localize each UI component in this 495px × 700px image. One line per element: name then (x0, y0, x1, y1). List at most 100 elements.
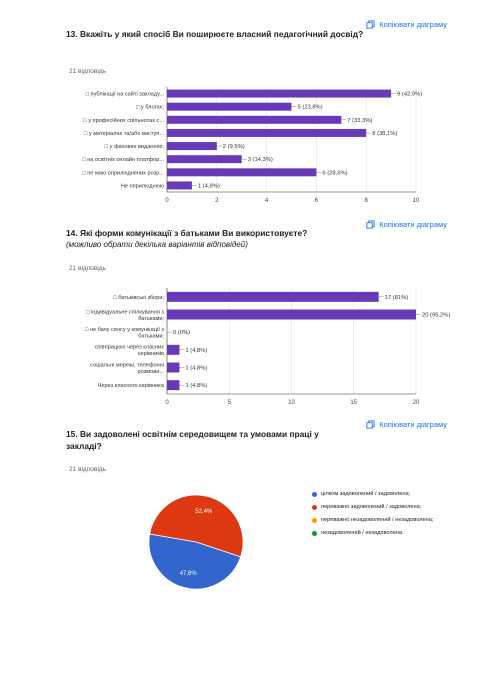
bar (167, 128, 367, 137)
value-label: 8 (38,1%) (372, 131, 397, 137)
category-label-line: □ індивідуальне спілкування з (86, 309, 164, 315)
x-tick-label: 5 (228, 400, 232, 406)
category-label: □ у матеріалах та/або виступ... (84, 131, 165, 137)
category-label-line: □ у матеріалах та/або виступ... (84, 131, 165, 137)
category-label-line: співпрацюю через класних (95, 345, 165, 351)
bar (167, 309, 416, 320)
legend-item: цілком задоволений / задоволена; (312, 490, 442, 498)
copy-icon (366, 420, 375, 429)
legend-item: переважно задоволений / задоволена; (312, 503, 442, 511)
value-label: 1 (4,8%) (198, 183, 220, 189)
category-label: □ індивідуальне спілкування з батьками; (86, 309, 164, 322)
category-label: співпрацюю через класних керівників (95, 345, 165, 358)
category-label: Не оприлюднюю (121, 183, 164, 189)
bar (167, 291, 379, 302)
value-label: 1 (4,8%) (185, 383, 207, 389)
category-label: □ у фахових виданнях; (105, 144, 165, 150)
pie-slice (149, 494, 244, 558)
copy-chart-label: Копіювати діаграму (379, 220, 447, 229)
bar (167, 115, 342, 124)
copy-icon (366, 20, 375, 29)
category-label-line: розмови... (138, 369, 165, 375)
legend-item: переважно незадоволений / незадоволена; (312, 516, 442, 524)
x-tick-label: 0 (165, 400, 169, 406)
category-label-line: □ публікації на сайті закладу... (86, 91, 165, 98)
category-label-line: соціальні мережі, телефонні (90, 362, 164, 368)
pie-legend: цілком задоволений / задоволена; переважн… (312, 490, 442, 542)
legend-label: переважно задоволений / задоволена; (321, 504, 422, 510)
copy-chart-button-q13[interactable]: Копіювати діаграму (366, 20, 447, 29)
pie-value-label: 47,6% (180, 571, 198, 577)
bar (167, 142, 217, 151)
category-label-line: □ у професійних спільнотах с... (83, 117, 164, 124)
category-label-line: □ не бачу сенсу у комунікації з (85, 327, 164, 333)
category-label-line: □ не маю оприлюднених розр... (82, 170, 164, 176)
category-label: □ на освітніх онлайн платфор... (82, 156, 164, 163)
value-label: 1 (4,8%) (185, 348, 207, 354)
pie-chart-q15: 52,4% 47,6% (148, 494, 244, 590)
category-label-line: □ у фахових виданнях; (105, 144, 165, 150)
copy-chart-button-q14[interactable]: Копіювати діаграму (366, 220, 447, 229)
legend-dot (312, 517, 317, 523)
x-tick-label: 6 (315, 198, 319, 204)
category-label: □ публікації на сайті закладу... (86, 91, 165, 98)
value-label: 17 (81%) (385, 295, 409, 301)
category-label: □ у блогах; (136, 105, 164, 111)
x-tick-label: 20 (413, 400, 420, 406)
category-label-line: Не оприлюднюю (121, 183, 164, 189)
bar (167, 168, 317, 177)
category-label-line: □ на освітніх онлайн платфор... (82, 156, 164, 163)
pie-slice (148, 533, 242, 590)
x-tick-label: 8 (365, 198, 369, 204)
legend-dot (312, 504, 317, 510)
value-label: 7 (33,3%) (347, 118, 372, 124)
bar (167, 102, 292, 111)
legend-label: незадоволений / незадоволена. (321, 530, 404, 536)
bar (167, 155, 242, 164)
value-label: 9 (42,9%) (397, 92, 422, 98)
category-label-line: Через класного керівника (98, 383, 165, 389)
question-title: 13. Вкажіть у який спосіб Ви поширюєте в… (66, 29, 364, 39)
value-label: 6 (28,6%) (322, 170, 347, 176)
category-label: □ батьківські збори; (113, 295, 164, 301)
bar (167, 344, 180, 355)
category-label: соціальні мережі, телефонні розмови... (90, 362, 164, 375)
category-label: □ не маю оприлюднених розр... (82, 170, 164, 176)
question-14: Копіювати діаграму 14. Які форми комунік… (0, 210, 495, 410)
x-tick-label: 10 (288, 400, 295, 406)
bar-chart-q14: 0 5 10 15 20 □ батьківські збори; 17 (81%) □ ін… (85, 288, 450, 406)
category-label-line: □ батьківські збори; (113, 295, 164, 301)
category-label-line: батьками; (138, 316, 164, 322)
bar (167, 380, 180, 391)
x-tick-label: 15 (350, 400, 357, 406)
copy-chart-label: Копіювати діаграму (379, 420, 447, 429)
x-tick-label: 4 (265, 198, 269, 204)
legend-dot (312, 491, 317, 497)
response-count: 21 відповідь (69, 265, 106, 272)
category-label: Через класного керівника (98, 383, 165, 389)
value-label: 0 (0%) (173, 330, 190, 336)
bar (167, 181, 192, 190)
copy-icon (366, 220, 375, 229)
legend-label: переважно незадоволений / незадоволена; (321, 517, 434, 523)
category-label-line: □ у блогах; (136, 105, 164, 111)
category-label-line: батьками; (138, 333, 164, 339)
value-label: 3 (14,3%) (248, 157, 273, 163)
question-subtitle: (можливо обрати декілька варіантів відпо… (66, 240, 248, 249)
copy-chart-button-q15[interactable]: Копіювати діаграму (366, 420, 447, 429)
question-title: 14. Які форми комунікації з батьками Ви … (66, 228, 308, 238)
legend-label: цілком задоволений / задоволена; (321, 491, 411, 497)
category-label: □ не бачу сенсу у комунікації з батьками; (85, 327, 164, 340)
value-label: 1 (4,8%) (185, 366, 207, 372)
question-15: Копіювати діаграму 15. Ви задоволені осв… (0, 410, 495, 610)
copy-chart-label: Копіювати діаграму (379, 20, 447, 29)
question-title: 15. Ви задоволені освітнім середовищем т… (66, 429, 319, 451)
value-label: 5 (23,8%) (298, 105, 323, 111)
bar (167, 89, 392, 98)
bar-chart-q13: 0 2 4 6 8 10 □ публікації на сайті закладу... 9… (82, 87, 422, 204)
legend-dot (312, 530, 317, 536)
x-tick-label: 2 (215, 198, 219, 204)
legend-item: незадоволений / незадоволена. (312, 529, 442, 537)
response-count: 21 відповідь (69, 68, 106, 75)
question-13: Копіювати діаграму 13. Вкажіть у який сп… (0, 0, 495, 210)
